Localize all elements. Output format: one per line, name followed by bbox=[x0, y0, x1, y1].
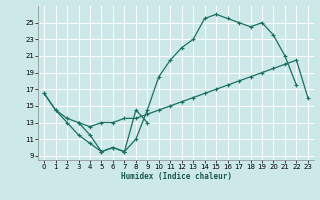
X-axis label: Humidex (Indice chaleur): Humidex (Indice chaleur) bbox=[121, 172, 231, 181]
